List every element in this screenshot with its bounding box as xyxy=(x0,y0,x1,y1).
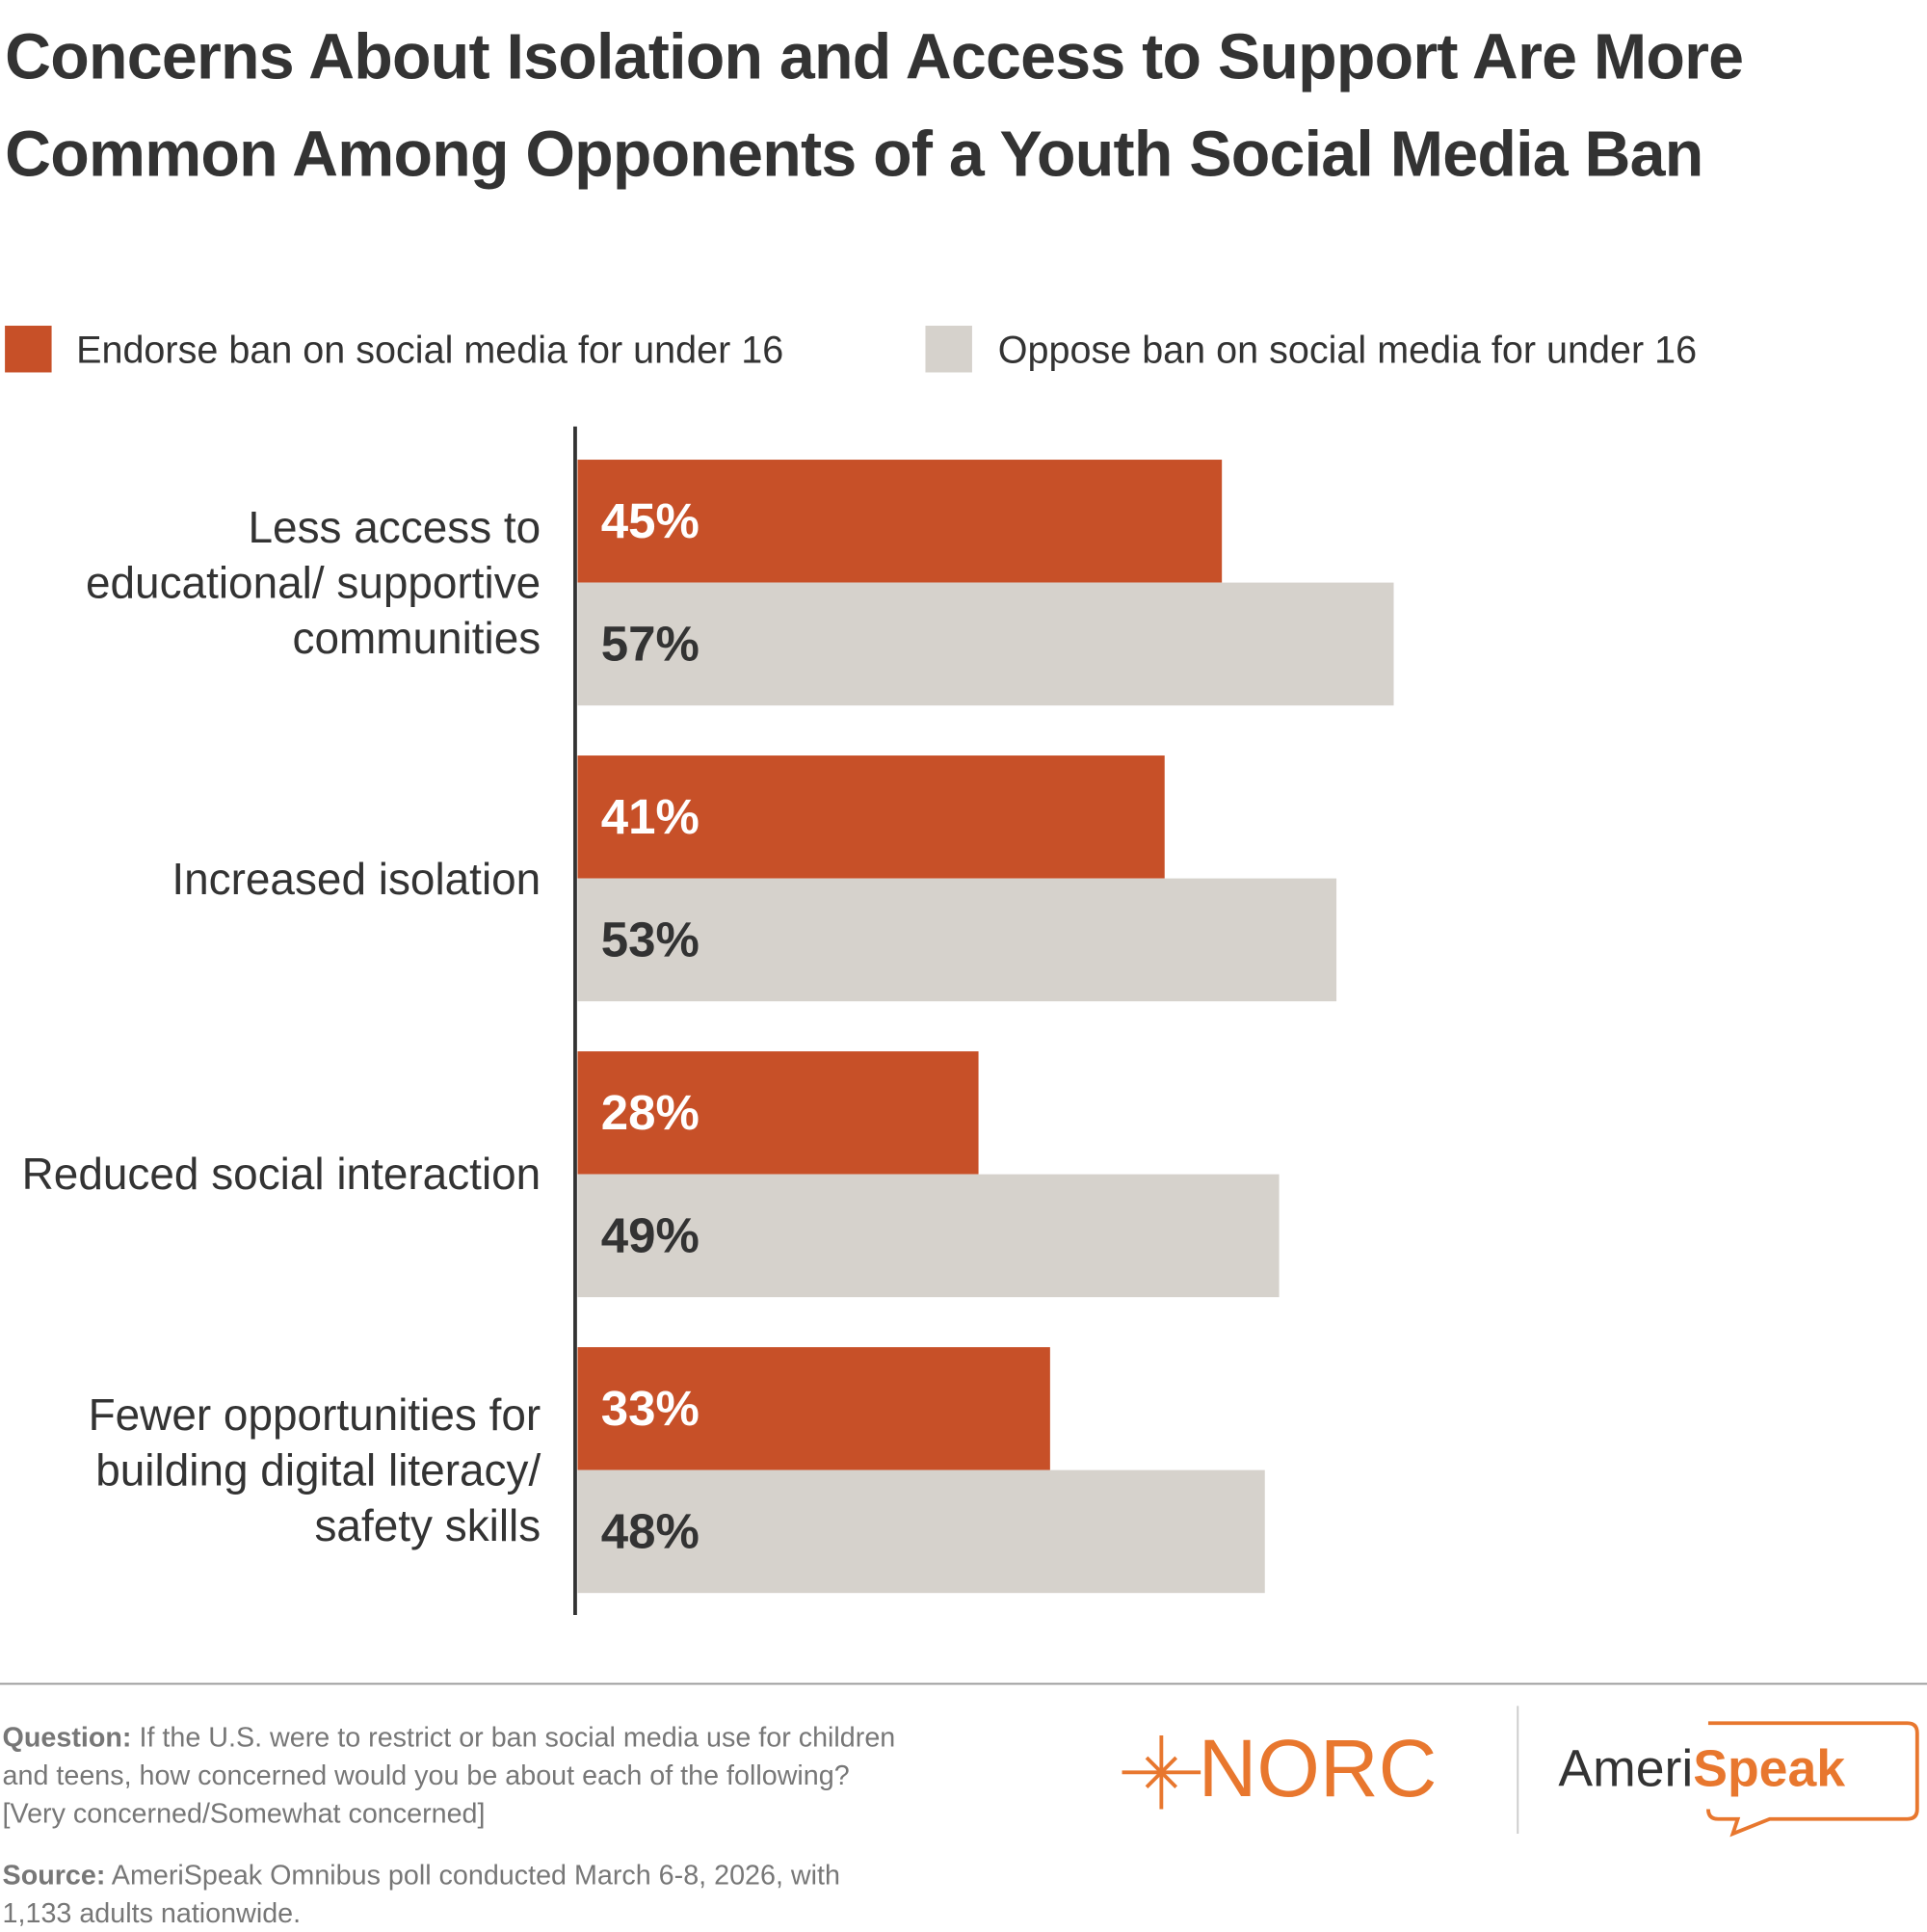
logo-bubble xyxy=(1706,1721,1919,1838)
value-label: 49% xyxy=(601,1208,700,1263)
value-label: 33% xyxy=(601,1381,700,1436)
category-label: Reduced social interaction xyxy=(21,1149,541,1200)
source-text: AmeriSpeak Omnibus poll conducted March … xyxy=(2,1859,840,1929)
bar xyxy=(577,1051,979,1175)
question-label: Question: xyxy=(2,1721,132,1753)
bar xyxy=(577,755,1165,879)
source-note: Source: AmeriSpeak Omnibus poll conducte… xyxy=(3,1856,900,1932)
legend-label: Endorse ban on social media for under 16 xyxy=(76,328,784,372)
bar xyxy=(577,1469,1265,1594)
norc-star xyxy=(1122,1735,1201,1810)
chart-title: Concerns About Isolation and Access to S… xyxy=(5,21,1744,191)
value-label: 48% xyxy=(601,1504,700,1559)
value-label: 57% xyxy=(601,617,700,672)
bar xyxy=(577,460,1223,583)
value-label: 28% xyxy=(601,1085,700,1140)
question-text: If the U.S. were to restrict or ban soci… xyxy=(2,1721,896,1829)
bar xyxy=(577,1174,1280,1298)
logo-norc: NORC xyxy=(1199,1723,1438,1813)
bar xyxy=(577,1347,1050,1470)
bar xyxy=(577,878,1337,1002)
logo-ameri: AmeriSpeak xyxy=(1558,1740,1845,1797)
legend-swatch xyxy=(5,326,52,373)
category-label: Increased isolation xyxy=(172,853,541,904)
logo-ameri-text: Ameri xyxy=(1558,1740,1693,1797)
category-label: Less access to educational/ supportive c… xyxy=(85,502,541,664)
bar xyxy=(577,582,1394,706)
question-note: Question: If the U.S. were to restrict o… xyxy=(3,1718,900,1833)
value-label: 53% xyxy=(601,913,700,967)
legend-label: Oppose ban on social media for under 16 xyxy=(997,328,1698,372)
value-label: 41% xyxy=(601,789,700,844)
value-label: 45% xyxy=(601,493,700,548)
legend-swatch xyxy=(925,326,972,373)
logo-speak-text: Speak xyxy=(1693,1740,1845,1797)
source-label: Source: xyxy=(2,1859,106,1891)
category-label: Fewer opportunities for building digital… xyxy=(88,1389,541,1551)
